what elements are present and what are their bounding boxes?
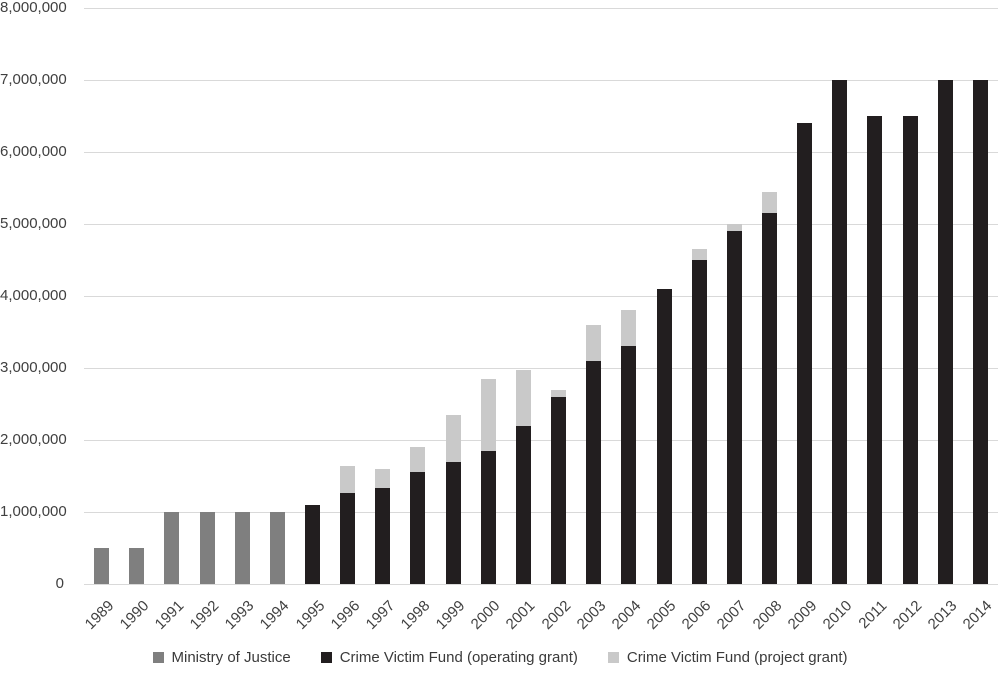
bar-segment-2000 [480,378,496,451]
bar-1997 [365,468,400,584]
legend-label: Crime Victim Fund (project grant) [626,649,848,666]
bar-2005 [646,288,681,584]
gridline [84,224,998,225]
bar-2001 [506,370,541,584]
gridline [84,296,998,297]
y-tick-label: 1,000,000 [0,503,67,520]
bar-1995 [295,504,330,584]
plot-area [84,8,998,585]
bar-1998 [400,447,435,584]
y-tick-label: 2,000,000 [0,431,67,448]
bar-segment-1989 [94,548,110,584]
bar-segment-1999 [445,414,461,462]
bar-segment-1994 [269,512,285,584]
legend-item: Crime Victim Fund (project grant) [607,649,848,666]
bar-1994 [260,512,295,584]
legend-label: Crime Victim Fund (operating grant) [339,649,578,666]
bar-segment-2002 [551,396,567,584]
bar-segment-2003 [586,360,602,584]
bar-2014 [963,80,998,584]
y-tick-label: 8,000,000 [0,0,67,16]
gridline [84,368,998,369]
bar-segment-2008 [761,191,777,214]
bar-segment-2006 [691,260,707,584]
bar-segment-2008 [761,213,777,584]
bar-segment-2007 [726,231,742,584]
y-tick-label: 6,000,000 [0,143,67,160]
bar-segment-2012 [902,116,918,584]
bar-segment-1996 [340,465,356,493]
bar-segment-2009 [797,123,813,584]
bar-segment-2002 [551,389,567,397]
bar-segment-2006 [691,249,707,260]
legend-swatch-icon [607,652,619,663]
bar-segment-1998 [410,472,426,584]
bar-2013 [928,80,963,584]
bar-2000 [471,378,506,584]
bar-segment-1996 [340,492,356,584]
y-tick-label: 7,000,000 [0,71,67,88]
legend-swatch-icon [320,652,332,663]
bar-segment-2013 [937,80,953,584]
bar-segment-1997 [375,488,391,584]
bar-1993 [225,512,260,584]
bar-1992 [189,512,224,584]
gridline [84,80,998,81]
bar-segment-2003 [586,324,602,361]
bar-segment-1992 [199,512,215,584]
gridline [84,440,998,441]
legend-swatch-icon [152,652,164,663]
y-tick-label: 4,000,000 [0,287,67,304]
bar-2002 [541,389,576,584]
bar-2009 [787,123,822,584]
bar-segment-2001 [515,370,531,426]
bar-1989 [84,548,119,584]
bar-2008 [752,191,787,584]
bar-2011 [857,116,892,584]
bar-segment-2004 [621,310,637,347]
gridline [84,152,998,153]
bar-segment-1999 [445,461,461,584]
bar-segment-2000 [480,450,496,584]
bar-segment-1990 [129,548,145,584]
bar-segment-2011 [867,116,883,584]
bar-segment-1995 [304,504,320,584]
gridline [84,512,998,513]
bar-1990 [119,548,154,584]
gridline [84,8,998,9]
bar-2007 [717,224,752,584]
y-tick-label: 3,000,000 [0,359,67,376]
y-tick-label: 0 [55,575,64,592]
bar-2012 [893,116,928,584]
bar-segment-1998 [410,447,426,473]
bar-segment-2014 [972,80,988,584]
y-tick-label: 5,000,000 [0,215,67,232]
legend-item: Crime Victim Fund (operating grant) [320,649,578,666]
bar-segment-2001 [515,425,531,584]
legend-item: Ministry of Justice [152,649,291,666]
bar-segment-1997 [375,468,391,489]
chart-legend: Ministry of Justice Crime Victim Fund (op… [0,649,1000,666]
bar-segment-1993 [234,512,250,584]
bar-1999 [436,414,471,584]
gridline [84,584,998,585]
bar-segment-2007 [726,224,742,232]
bar-segment-2005 [656,288,672,584]
bar-2010 [822,80,857,584]
bar-2003 [576,324,611,584]
bar-segment-2004 [621,346,637,584]
bar-1996 [330,465,365,584]
legend-label: Ministry of Justice [171,649,291,666]
bar-2004 [611,310,646,584]
bar-1991 [154,512,189,584]
bar-segment-2010 [832,80,848,584]
bar-segment-1991 [164,512,180,584]
bar-2006 [682,249,717,584]
